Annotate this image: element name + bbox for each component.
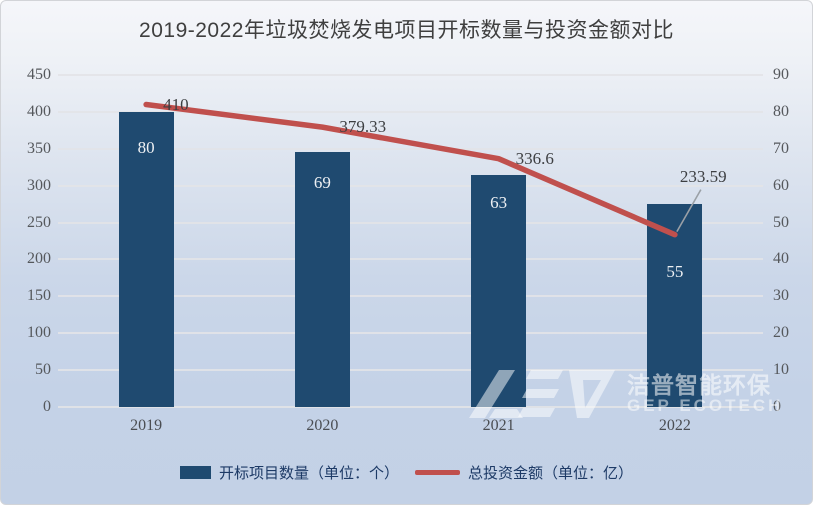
chart-title: 2019-2022年垃圾焚烧发电项目开标数量与投资金额对比	[139, 19, 674, 42]
y-axis-left-tick: 300	[27, 176, 51, 194]
y-axis-right-tick: 60	[773, 176, 789, 194]
y-axis-left-tick: 450	[27, 66, 51, 83]
y-axis-right-tick: 20	[773, 324, 789, 342]
line-data-label: 410	[163, 94, 189, 114]
y-axis-right-tick: 50	[773, 213, 789, 231]
y-axis-left-tick: 150	[27, 287, 51, 305]
x-axis-label: 2022	[658, 417, 691, 434]
line-data-label: 336.6	[515, 148, 554, 168]
y-axis-right-tick: 30	[773, 287, 789, 305]
line-data-label: 233.59	[679, 166, 727, 186]
x-axis-label: 2021	[482, 417, 515, 434]
x-axis-label: 2019	[130, 417, 163, 434]
bar-series-swatch-icon	[179, 465, 211, 479]
y-axis-left-tick: 100	[27, 324, 51, 342]
legend-label-bar-series: 开标项目数量（单位：个）	[218, 464, 399, 482]
gridline	[58, 369, 763, 372]
legend-label-line-series: 总投资金额（单位：亿）	[468, 464, 634, 482]
line-data-label: 379.33	[339, 117, 387, 137]
y-axis-left-tick: 0	[43, 398, 51, 415]
y-axis-left-tick: 50	[35, 361, 51, 379]
x-axis-label: 2020	[306, 417, 339, 434]
gridline	[58, 295, 763, 298]
gridline	[58, 74, 763, 76]
bar-data-label: 55	[666, 262, 684, 282]
bar-data-label: 63	[490, 192, 508, 212]
legend-item-bar-series: 开标项目数量（单位：个）	[179, 462, 399, 483]
y-axis-right-tick: 90	[773, 66, 789, 83]
gridline	[58, 406, 763, 408]
chart-legend: 开标项目数量（单位：个） 总投资金额（单位：亿）	[1, 462, 812, 482]
y-axis-right-tick: 10	[773, 361, 789, 379]
y-axis-left-tick: 250	[27, 213, 51, 231]
gridline	[58, 258, 763, 261]
bar-2022	[647, 204, 703, 407]
line-path	[143, 101, 678, 238]
line-series-swatch-icon	[415, 469, 460, 475]
y-axis-right-tick: 40	[773, 250, 789, 268]
y-axis-right-tick: 0	[773, 398, 781, 415]
bar-data-label: 69	[313, 173, 331, 193]
y-axis-left-tick: 400	[27, 102, 51, 120]
y-axis-left-tick: 200	[27, 250, 51, 268]
gridline	[58, 332, 763, 335]
bar-data-label: 80	[137, 137, 155, 157]
legend-item-line-series: 总投资金额（单位：亿）	[415, 462, 633, 483]
y-axis-right-tick: 70	[773, 139, 789, 157]
y-axis-right-tick: 80	[773, 102, 789, 120]
y-axis-left-tick: 350	[27, 139, 51, 157]
